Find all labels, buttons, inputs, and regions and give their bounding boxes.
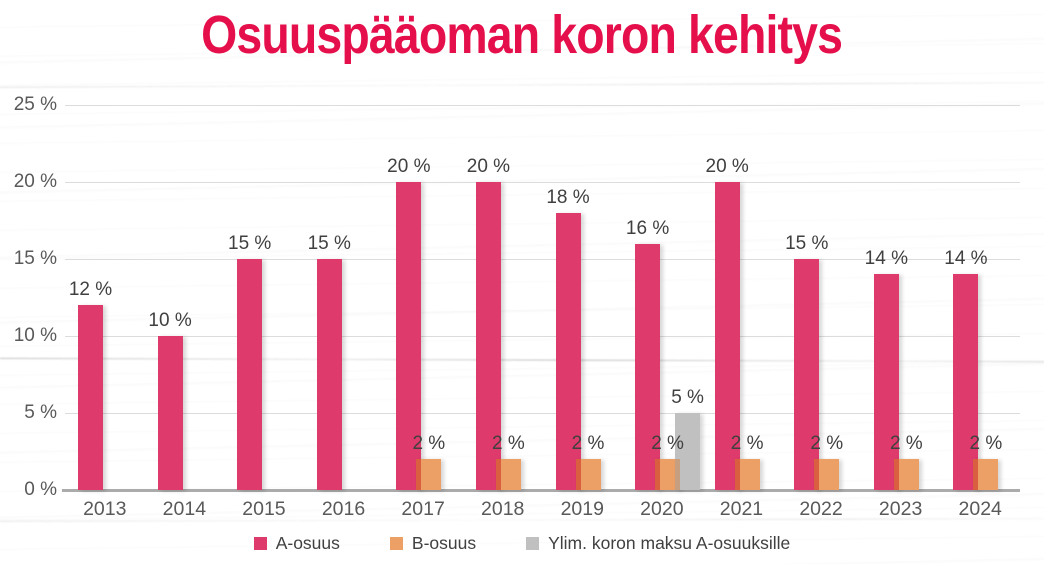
- legend: A-osuus B-osuus Ylim. koron maksu A-osuuks…: [0, 533, 1044, 554]
- bar-value-label: 15 %: [307, 233, 351, 254]
- plot-area: 12 % 10 % 15 % 15 % 20 % 2 % 20 % 2 % 18 % 2 % 16 …: [62, 105, 1020, 492]
- y-axis-tick-label: 20 %: [13, 171, 57, 192]
- gridline: [65, 259, 1020, 260]
- bar-value-label: 2 %: [651, 433, 684, 455]
- bar-a-osuus-2020: [635, 243, 661, 490]
- bar-a-osuus-2022: [794, 259, 820, 490]
- bar-value-label: 2 %: [571, 433, 605, 455]
- x-axis-category-label: 2024: [958, 498, 1002, 520]
- category-group-2020: 16 % 2 % 5 %: [622, 105, 704, 490]
- bar-b-osuus-2017: [416, 459, 442, 490]
- bar-a-osuus-2024: [953, 274, 979, 490]
- x-axis-category-label: 2018: [481, 498, 525, 520]
- category-group-2019: 18 % 2 %: [543, 105, 623, 490]
- bar-value-label: 10 %: [148, 310, 192, 331]
- x-axis-category-label: 2016: [321, 498, 366, 520]
- bar-value-label: 15 %: [228, 233, 272, 254]
- category-group-2013: 12 %: [65, 105, 145, 490]
- bar-a-osuus-2019: [555, 212, 581, 490]
- bar-b-osuus-2023: [893, 459, 919, 490]
- x-axis-line: [62, 489, 1020, 492]
- x-axis: 2013 2014 2015 2016 2017 2018 2019 2020 2021 2022…: [65, 498, 1020, 522]
- chart-title: Osuuspääoman koron kehitys: [0, 6, 1044, 64]
- y-axis-tick-label: 0 %: [24, 479, 57, 500]
- bar-value-label: 14 %: [944, 248, 988, 270]
- bar-b-osuus-2019: [575, 459, 601, 490]
- category-group-2014: 10 %: [145, 105, 225, 490]
- category-group-2024: 14 % 2 %: [940, 105, 1020, 490]
- legend-swatch-ylim-koron-maksu-a-osuuksille: [526, 537, 540, 550]
- y-axis-tick-label: 25 %: [13, 94, 57, 115]
- bar-a-osuus-2021: [714, 182, 740, 490]
- x-axis-category-label: 2015: [242, 498, 286, 520]
- bar-b-osuus-2022: [814, 459, 840, 490]
- bar-b-osuus-2018: [495, 459, 521, 490]
- category-group-2018: 20 % 2 %: [463, 105, 543, 490]
- bar-a-osuus-2013: [78, 305, 103, 490]
- bar-value-label: 2 %: [412, 433, 446, 455]
- bar-a-osuus-2016: [316, 259, 342, 490]
- legend-swatch-b-osuus: [389, 537, 403, 550]
- category-group-2017: 20 % 2 %: [383, 105, 463, 490]
- legend-item-label: A-osuus: [275, 533, 340, 553]
- bar-value-label: 2 %: [889, 433, 923, 455]
- legend-item-ylim-koron-maksu-a-osuuksille: Ylim. koron maksu A-osuuksille: [526, 533, 790, 554]
- bar-value-label: 15 %: [785, 233, 829, 254]
- bar-value-label: 2 %: [969, 433, 1003, 455]
- bar-value-label: 18 %: [546, 186, 590, 208]
- bar-ylim-koron-maksu-a-osuuksille-2020: [675, 413, 701, 490]
- legend-swatch-a-osuus: [253, 537, 267, 550]
- bar-overlap-shading: [675, 459, 681, 490]
- category-group-2015: 15 %: [224, 105, 304, 490]
- bar-value-label: 20 %: [466, 156, 511, 177]
- x-axis-category-label: 2013: [83, 498, 127, 520]
- x-axis-category-label: 2019: [560, 498, 604, 520]
- x-axis-category-label: 2023: [878, 498, 923, 520]
- legend-item-label: Ylim. koron maksu A-osuuksille: [548, 533, 791, 553]
- gridline: [65, 336, 1020, 337]
- y-axis-tick-label: 10 %: [13, 325, 57, 346]
- y-axis: 0 % 5 % 10 % 15 % 20 % 25 %: [0, 94, 57, 500]
- x-axis-category-label: 2020: [640, 498, 684, 520]
- bar-a-osuus-2017: [396, 182, 422, 490]
- y-axis-tick-label: 15 %: [13, 248, 57, 269]
- bar-value-label: 12 %: [68, 279, 113, 301]
- bar-b-osuus-2024: [973, 459, 999, 490]
- bar-value-label: 5 %: [671, 387, 704, 408]
- gridline: [65, 413, 1020, 414]
- bar-a-osuus-2015: [237, 259, 263, 490]
- bar-a-osuus-2018: [475, 182, 501, 490]
- background-texture-line: [0, 81, 1044, 89]
- bar-b-osuus-2021: [734, 459, 760, 490]
- category-group-2021: 20 % 2 %: [702, 105, 782, 490]
- bar-value-label: 14 %: [864, 248, 908, 270]
- legend-item-label: B-osuus: [411, 533, 477, 553]
- legend-item-a-osuus: A-osuus: [253, 533, 340, 554]
- category-group-2022: 15 % 2 %: [781, 105, 861, 490]
- bar-value-label: 20 %: [705, 156, 749, 177]
- x-axis-category-label: 2014: [162, 498, 207, 520]
- bar-value-label: 16 %: [625, 217, 670, 239]
- y-axis-tick-label: 5 %: [24, 402, 57, 423]
- bar-value-label: 20 %: [387, 156, 431, 177]
- bar-value-label: 2 %: [492, 433, 525, 455]
- x-axis-category-label: 2017: [401, 498, 445, 520]
- gridline: [65, 105, 1020, 106]
- category-group-2023: 14 % 2 %: [861, 105, 941, 490]
- legend-item-b-osuus: B-osuus: [389, 533, 477, 554]
- category-group-2016: 15 %: [304, 105, 384, 490]
- bar-a-osuus-2014: [157, 336, 183, 490]
- bar-value-label: 2 %: [810, 433, 844, 455]
- x-axis-category-label: 2022: [799, 498, 843, 520]
- chart-title-text: Osuuspääoman koron kehitys: [201, 5, 844, 65]
- bar-a-osuus-2023: [873, 274, 899, 490]
- x-axis-category-label: 2021: [719, 498, 764, 520]
- gridline: [65, 182, 1020, 183]
- bar-value-label: 2 %: [730, 433, 764, 455]
